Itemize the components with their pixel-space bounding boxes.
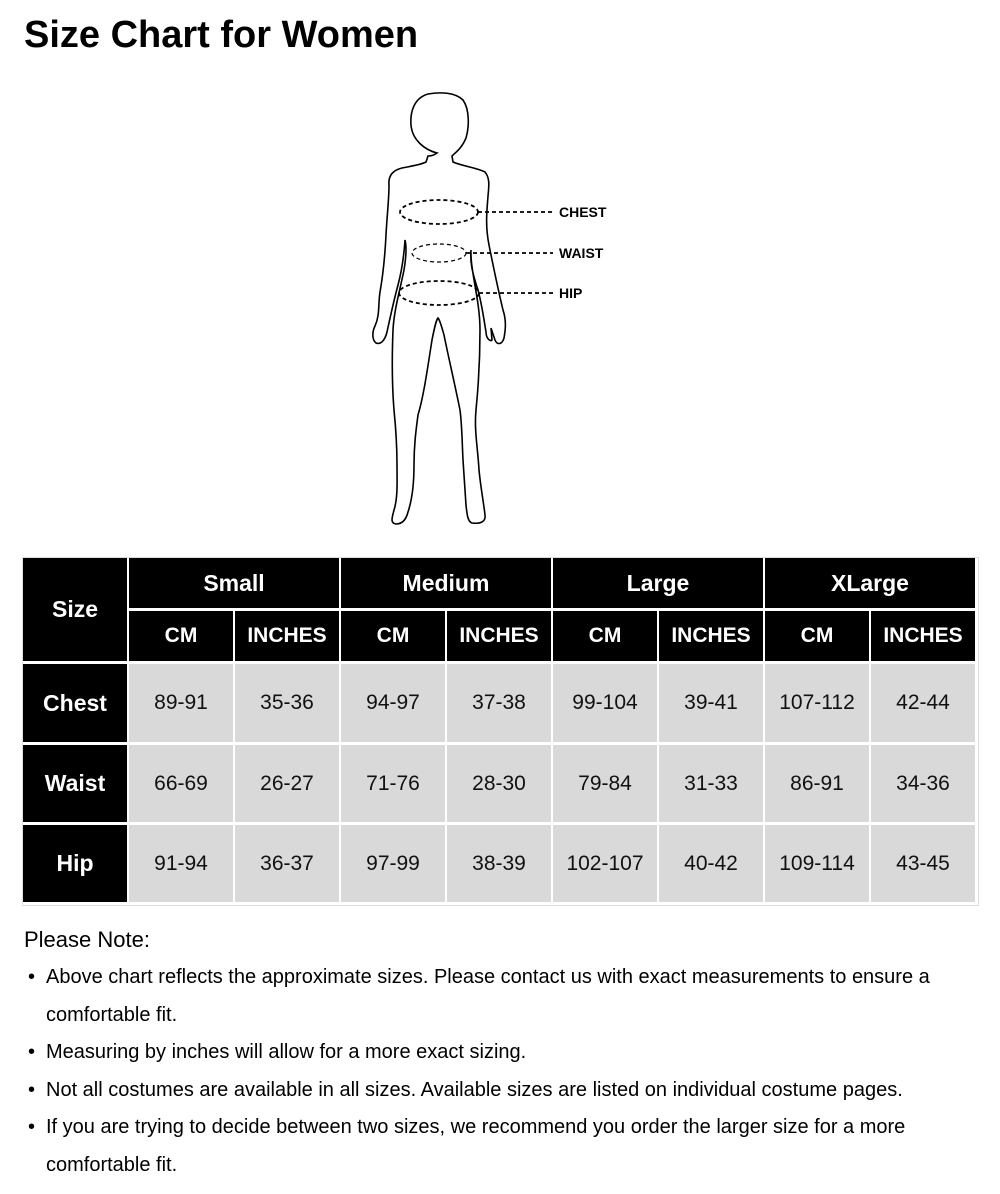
unit-header-inches: INCHES bbox=[659, 611, 763, 661]
table-cell: 99-104 bbox=[553, 664, 657, 742]
table-cell: 28-30 bbox=[447, 745, 551, 822]
size-group-header: Medium bbox=[341, 558, 551, 608]
note-item: • Above chart reflects the approximate si… bbox=[24, 959, 946, 1034]
table-cell: 102-107 bbox=[553, 825, 657, 902]
table-cell: 91-94 bbox=[129, 825, 233, 902]
note-text: Measuring by inches will allow for a mor… bbox=[46, 1041, 527, 1063]
unit-header-inches: INCHES bbox=[871, 611, 975, 661]
unit-header-cm: CM bbox=[765, 611, 869, 661]
table-cell: 109-114 bbox=[765, 825, 869, 902]
size-group-header: Large bbox=[553, 558, 763, 608]
table-cell: 35-36 bbox=[235, 664, 339, 742]
table-cell: 86-91 bbox=[765, 745, 869, 822]
row-label-chest: Chest bbox=[23, 664, 127, 742]
note-item: • Measuring by inches will allow for a mo… bbox=[24, 1034, 946, 1072]
unit-header-cm: CM bbox=[553, 611, 657, 661]
unit-header-cm: CM bbox=[341, 611, 445, 661]
waist-marker bbox=[411, 243, 467, 263]
measurement-markers bbox=[398, 199, 553, 306]
row-label-waist: Waist bbox=[23, 745, 127, 822]
size-group-header: Small bbox=[129, 558, 339, 608]
note-text: If you are trying to decide between two … bbox=[46, 1116, 906, 1176]
table-cell: 97-99 bbox=[341, 825, 445, 902]
table-cell: 94-97 bbox=[341, 664, 445, 742]
notes-section: Please Note: • Above chart reflects the a… bbox=[24, 925, 984, 1184]
hip-label: HIP bbox=[559, 285, 582, 301]
table-cell: 107-112 bbox=[765, 664, 869, 742]
table-cell: 38-39 bbox=[447, 825, 551, 902]
table-cell: 71-76 bbox=[341, 745, 445, 822]
table-cell: 36-37 bbox=[235, 825, 339, 902]
size-chart-table: Size Small CM INCHES Medium CM INCHES Large CM IN… bbox=[22, 557, 979, 906]
table-cell: 26-27 bbox=[235, 745, 339, 822]
table-cell: 89-91 bbox=[129, 664, 233, 742]
chest-label: CHEST bbox=[559, 204, 607, 220]
table-cell: 66-69 bbox=[129, 745, 233, 822]
unit-header-inches: INCHES bbox=[235, 611, 339, 661]
table-cell: 79-84 bbox=[553, 745, 657, 822]
notes-heading: Please Note: bbox=[24, 927, 150, 952]
waist-label: WAIST bbox=[559, 245, 604, 261]
table-cell: 43-45 bbox=[871, 825, 975, 902]
bullet: • bbox=[28, 1041, 36, 1063]
bullet: • bbox=[28, 966, 36, 988]
bullet: • bbox=[28, 1078, 36, 1101]
size-group-header: XLarge bbox=[765, 558, 975, 608]
hip-marker bbox=[398, 280, 480, 306]
page-title: Size Chart for Women bbox=[24, 14, 419, 56]
table-cell: 34-36 bbox=[871, 745, 975, 822]
table-cell: 37-38 bbox=[447, 664, 551, 742]
note-item: • Not all costumes are available in all s… bbox=[24, 1072, 1000, 1110]
table-cell: 31-33 bbox=[659, 745, 763, 822]
body-measurement-figure: CHEST WAIST HIP bbox=[372, 92, 607, 525]
unit-header-inches: INCHES bbox=[447, 611, 551, 661]
chest-marker bbox=[399, 199, 479, 225]
note-text: Not all costumes are available in all si… bbox=[46, 1078, 903, 1101]
table-cell: 42-44 bbox=[871, 664, 975, 742]
unit-header-cm: CM bbox=[129, 611, 233, 661]
size-header: Size bbox=[23, 558, 127, 661]
row-label-hip: Hip bbox=[23, 825, 127, 902]
note-item: • If you are trying to decide between two… bbox=[24, 1109, 1000, 1184]
table-cell: 39-41 bbox=[659, 664, 763, 742]
table-cell: 40-42 bbox=[659, 825, 763, 902]
bullet: • bbox=[28, 1116, 36, 1138]
woman-outline bbox=[372, 92, 507, 525]
note-text: Above chart reflects the approximate siz… bbox=[46, 966, 930, 1026]
